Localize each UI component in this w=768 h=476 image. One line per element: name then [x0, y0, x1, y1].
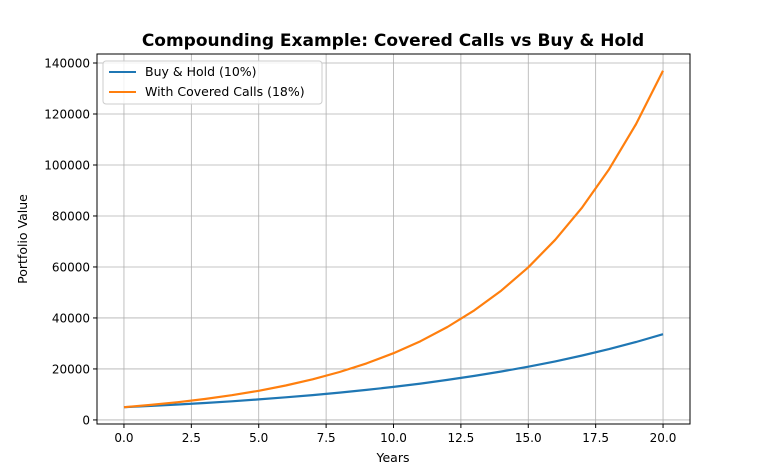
x-tick-label: 2.5 [182, 431, 201, 445]
y-tick-label: 0 [82, 413, 90, 427]
x-axis-ticks: 0.0 2.5 5.0 7.5 10.0 12.5 15.0 17.5 20.0 [114, 424, 676, 445]
y-tick-label: 80000 [52, 209, 90, 223]
legend: Buy & Hold (10%) With Covered Calls (18%… [102, 60, 323, 105]
chart-title: Compounding Example: Covered Calls vs Bu… [142, 31, 644, 51]
x-axis-label: Years [376, 450, 410, 465]
series-line-covered-calls [123, 70, 664, 409]
x-tick-label: 17.5 [582, 431, 609, 445]
x-tick-label: 0.0 [114, 431, 133, 445]
x-tick-label: 5.0 [249, 431, 268, 445]
legend-box [102, 60, 323, 105]
x-tick-label: 20.0 [650, 431, 677, 445]
y-axis-ticks: 0 20000 40000 60000 80000 100000 120000 140000 [44, 57, 97, 427]
series-line-buy-hold [123, 333, 664, 409]
y-tick-label: 120000 [44, 108, 90, 122]
grid [97, 54, 690, 424]
x-tick-label: 15.0 [515, 431, 542, 445]
y-tick-label: 60000 [52, 260, 90, 274]
y-axis-label: Portfolio Value [15, 194, 30, 284]
series-lines [123, 70, 664, 409]
y-tick-label: 100000 [44, 158, 90, 172]
legend-label-covered-calls: With Covered Calls (18%) [145, 84, 305, 99]
x-tick-label: 10.0 [380, 431, 407, 445]
x-tick-label: 7.5 [317, 431, 336, 445]
x-tick-label: 12.5 [448, 431, 475, 445]
legend-label-buy-hold: Buy & Hold (10%) [145, 64, 257, 79]
y-tick-label: 140000 [44, 57, 90, 71]
y-tick-label: 20000 [52, 362, 90, 376]
y-tick-label: 40000 [52, 311, 90, 325]
